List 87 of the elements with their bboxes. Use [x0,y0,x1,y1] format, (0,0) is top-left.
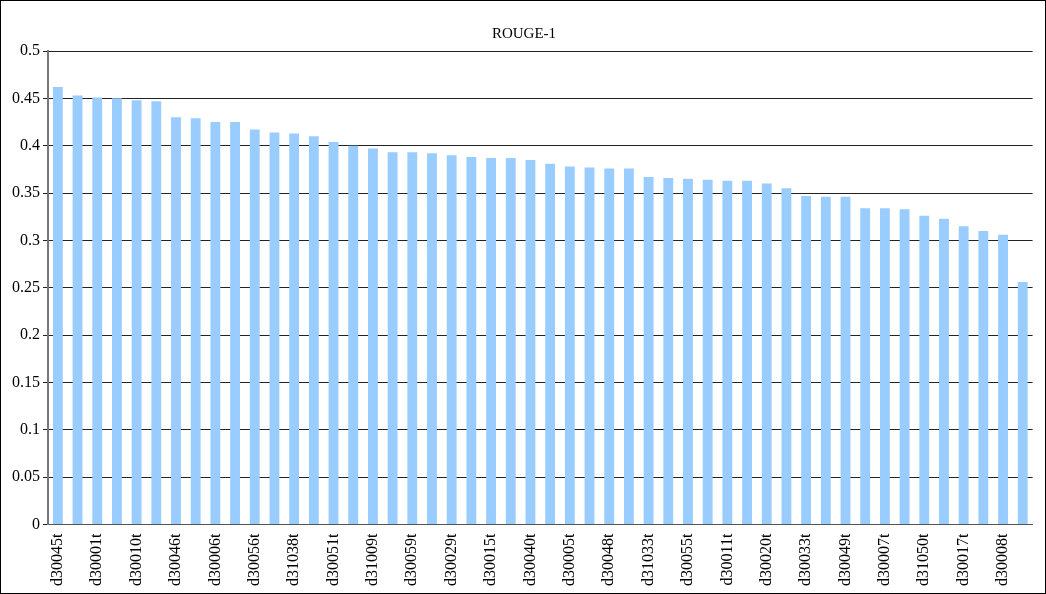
bar [289,133,300,525]
bar [131,100,142,525]
bar [899,209,910,525]
y-tick-label: 0.5 [20,41,40,59]
bar [190,118,201,525]
x-tick-label: d30005t [560,533,578,587]
y-tick-label: 0.35 [12,183,40,201]
bar [92,97,103,525]
bar [387,152,398,525]
y-tick-label: 0 [32,514,40,532]
bar [958,226,969,525]
y-tick-label: 0.05 [12,467,40,485]
bar [1017,282,1028,525]
x-tick-label: d30011t [717,533,735,586]
x-tick-label: d30001t [87,533,105,587]
y-tick-label: 0.25 [12,277,40,295]
x-tick-label: d31050t [914,533,932,587]
x-tick-label: d30017t [953,533,971,587]
bar [643,176,654,525]
bar [584,167,595,525]
bar [545,163,556,525]
chart-title: ROUGE-1 [491,24,557,41]
x-tick-label: d30045t [48,533,66,587]
bar [348,145,359,525]
bar [230,122,240,525]
bar [427,153,437,525]
bar [623,168,634,525]
x-tick-label: d30049t [835,533,853,587]
y-tick-label: 0.15 [12,372,40,390]
bar [308,136,319,525]
bar [525,159,536,525]
bar [72,95,83,525]
x-tick-label: d30015t [481,533,499,587]
bar [52,86,63,525]
bar [249,129,260,525]
bar [328,141,339,525]
x-tick-label: d30020t [756,533,774,587]
bar [269,132,280,525]
x-tick-label: d30008t [993,533,1011,587]
y-tick-label: 0.2 [20,325,40,343]
bar [820,196,831,525]
bar [781,188,792,525]
bar [722,180,733,525]
x-tick-label: d31038t [284,533,302,587]
bar [486,158,496,525]
bar [446,155,457,525]
x-tick-label: d30029t [441,533,459,587]
bar [151,101,162,525]
y-tick-label: 0.4 [20,135,40,153]
bar [564,166,575,525]
y-tick-label: 0.3 [20,230,40,248]
bar [702,179,713,525]
x-tick-label: d30051t [323,533,341,587]
x-tick-label: d30010t [126,533,144,587]
bar [367,148,378,525]
y-tick-label: 0.1 [20,420,40,438]
bar [466,157,477,525]
x-tick-label: d30007t [875,533,893,587]
x-tick-label: d31009t [363,533,381,587]
bar [860,208,871,525]
x-tick-label: d30056t [244,533,262,587]
x-tick-label: d30059t [402,533,420,587]
y-tick-label: 0.45 [12,88,40,106]
x-tick-label: d30006t [205,533,223,587]
x-tick-label: d31033t [638,533,656,587]
bar [742,180,752,525]
bar [683,178,693,525]
bar [939,218,949,525]
bar [761,183,772,525]
x-tick-label: d30033t [796,533,814,587]
x-tick-label: d30048t [599,533,617,587]
x-tick-label: d30046t [166,533,184,587]
bar [663,177,674,525]
x-tick-label: d30055t [678,533,696,587]
x-tick-label: d30040t [520,533,538,587]
bar [879,208,890,525]
bar [919,215,930,525]
bar [840,196,851,525]
bar [801,195,812,525]
bar [978,230,989,525]
bar [998,234,1008,525]
bar [210,122,221,525]
bar [112,98,122,525]
bar [407,152,418,525]
bar [171,117,181,525]
bar [505,158,516,525]
bar [604,168,615,525]
